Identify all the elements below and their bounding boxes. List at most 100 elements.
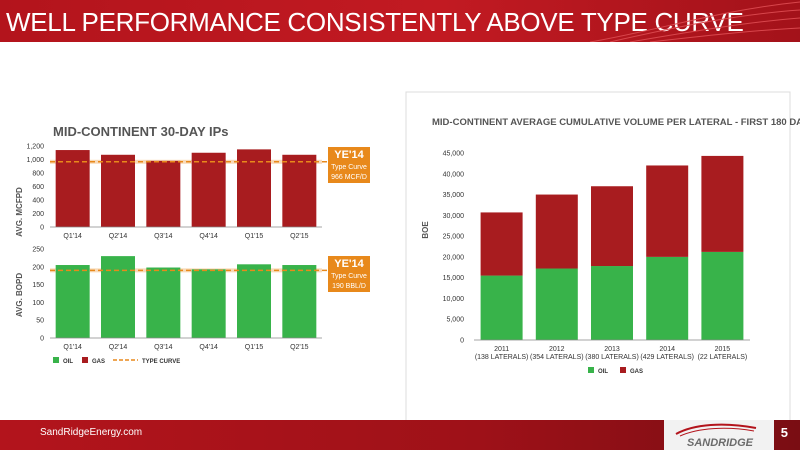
- cum-legend-oil-swatch: [588, 367, 594, 373]
- oil-y-tick-label: 150: [32, 282, 44, 289]
- gas-bar: [191, 152, 226, 227]
- cum-bar-oil: [646, 256, 689, 340]
- gas-callout-line1: Type Curve: [331, 164, 367, 171]
- cum-x-sublabel: (22 LATERALS): [698, 354, 748, 361]
- gas-bar: [101, 154, 135, 227]
- cum-x-sublabel: (429 LATERALS): [640, 354, 694, 361]
- footer-url[interactable]: SandRidgeEnergy.com: [40, 427, 143, 438]
- cum-y-tick-label: 15,000: [443, 275, 465, 282]
- slide-title: WELL PERFORMANCE CONSISTENTLY ABOVE TYPE…: [6, 7, 744, 37]
- cum-y-tick-label: 0: [460, 338, 464, 345]
- gas-callout-title: YE'14: [334, 149, 364, 161]
- cum-x-tick-label: 2011: [494, 346, 509, 353]
- oil-y-tick-label: 200: [32, 264, 44, 271]
- oil-x-tick-label: Q2'15: [290, 344, 309, 351]
- cum-y-tick-label: 35,000: [443, 192, 465, 199]
- gas-y-tick-label: 400: [32, 198, 44, 205]
- oil-y-tick-label: 250: [32, 247, 44, 254]
- logo-wordmark: SANDRIDGE: [687, 437, 754, 449]
- sandridge-logo: SANDRIDGE: [664, 420, 774, 450]
- oil-x-tick-label: Q4'14: [199, 344, 218, 351]
- cum-x-sublabel: (380 LATERALS): [585, 354, 639, 361]
- legend-gas-label: GAS: [92, 359, 105, 365]
- gas-x-tick-label: Q1'14: [63, 233, 82, 240]
- oil-x-ticks: Q1'14 Q2'14 Q3'14 Q4'14 Q1'15 Q2'15: [50, 337, 322, 351]
- oil-y-tick-label: 0: [40, 336, 44, 343]
- logo-swoosh-icon: [675, 423, 757, 435]
- header-decoration: [589, 1, 800, 42]
- cum-bar-oil: [591, 266, 633, 340]
- oil-callout-title: YE'14: [334, 258, 364, 270]
- oil-ip-chart: AVG. BOPD 0 50 100 150 200 250 Q1'14 Q2'14 Q3'1…: [15, 247, 370, 351]
- oil-x-tick-label: Q3'14: [154, 344, 173, 351]
- gas-y-tick-label: 200: [32, 211, 44, 218]
- cum-y-axis-label: BOE: [421, 221, 430, 239]
- oil-bars: [50, 256, 322, 338]
- gas-x-ticks: Q1'14 Q2'14 Q3'14 Q4'14 Q1'15 Q2'15: [50, 226, 322, 240]
- cum-legend-gas-swatch: [620, 367, 626, 373]
- cum-y-tick-label: 20,000: [443, 254, 465, 261]
- cumulative-chart-title: MID-CONTINENT AVERAGE CUMULATIVE VOLUME …: [432, 117, 800, 128]
- cum-x-tick-label: 2012: [549, 346, 565, 353]
- gas-y-tick-label: 800: [32, 171, 44, 178]
- oil-x-tick-label: Q2'14: [109, 344, 128, 351]
- legend-type-curve-label: TYPE CURVE: [142, 359, 180, 365]
- right-chart-panel: MID-CONTINENT AVERAGE CUMULATIVE VOLUME …: [405, 91, 800, 420]
- oil-x-tick-label: Q1'14: [63, 344, 82, 351]
- oil-y-tick-label: 50: [36, 318, 44, 325]
- gas-y-ticks: 0 200 400 600 800 1,000 1,200: [26, 144, 44, 232]
- legend-gas-swatch: [82, 357, 88, 363]
- oil-bar: [146, 267, 181, 338]
- gas-y-tick-label: 1,000: [26, 157, 44, 164]
- gas-bar: [282, 154, 317, 227]
- slide-header: WELL PERFORMANCE CONSISTENTLY ABOVE TYPE…: [0, 0, 800, 42]
- gas-x-tick-label: Q1'15: [245, 233, 264, 240]
- gas-bar: [237, 149, 271, 227]
- cum-bar-oil: [701, 251, 744, 340]
- gas-y-tick-label: 1,200: [26, 144, 44, 151]
- cum-bar-gas: [591, 186, 633, 267]
- gas-x-tick-label: Q2'15: [290, 233, 309, 240]
- gas-callout-line2: 966 MCF/D: [331, 174, 367, 181]
- cum-x-sublabel: (354 LATERALS): [530, 354, 584, 361]
- gas-callout: YE'14 Type Curve 966 MCF/D: [328, 147, 370, 183]
- oil-y-ticks: 0 50 100 150 200 250: [32, 247, 44, 343]
- gas-y-tick-label: 600: [32, 184, 44, 191]
- gas-y-tick-label: 0: [40, 225, 44, 232]
- right-chart-frame: [405, 91, 791, 420]
- cum-y-tick-label: 45,000: [443, 151, 465, 158]
- oil-bar: [191, 269, 226, 338]
- gas-bar: [146, 160, 181, 227]
- cum-bar-gas: [646, 165, 689, 257]
- cum-x-tick-label: 2013: [604, 346, 620, 353]
- cum-y-tick-label: 5,000: [446, 317, 464, 324]
- oil-callout: YE'14 Type Curve 190 BBL/D: [328, 256, 370, 292]
- oil-x-tick-label: Q1'15: [245, 344, 264, 351]
- cum-bars: [480, 155, 744, 340]
- gas-y-axis-label: AVG. MCFPD: [15, 187, 24, 237]
- cum-x-tick-label: 2014: [659, 346, 675, 353]
- gas-x-tick-label: Q4'14: [199, 233, 218, 240]
- cum-y-tick-label: 25,000: [443, 234, 465, 241]
- cum-legend-gas-label: GAS: [630, 369, 643, 375]
- cum-y-ticks: 0 5,000 10,000 15,000 20,000 25,000 30,000 35,0…: [443, 151, 465, 345]
- cum-y-tick-label: 30,000: [443, 213, 465, 220]
- ip-chart-title: MID-CONTINENT 30-DAY IPs: [53, 124, 229, 139]
- left-legend: OIL GAS TYPE CURVE: [53, 357, 180, 365]
- gas-callout-box: [328, 147, 370, 183]
- cum-legend-oil-label: OIL: [598, 369, 608, 375]
- gas-ip-chart: AVG. MCFPD 0 200 400 600 800 1,000 1,200 Q1'14…: [15, 144, 370, 240]
- oil-callout-box: [328, 256, 370, 292]
- oil-callout-line2: 190 BBL/D: [332, 283, 366, 290]
- oil-bar: [237, 264, 271, 338]
- oil-y-axis-label: AVG. BOPD: [15, 273, 24, 318]
- cum-bar-gas: [535, 194, 578, 269]
- oil-callout-line1: Type Curve: [331, 273, 367, 280]
- cum-y-tick-label: 40,000: [443, 171, 465, 178]
- left-chart-panel: MID-CONTINENT 30-DAY IPs AVG. MCFPD 0 200…: [15, 124, 370, 365]
- cum-y-tick-label: 10,000: [443, 296, 465, 303]
- cum-bar-gas: [701, 155, 744, 252]
- logo-swoosh-icon-2: [679, 427, 755, 437]
- gas-bars: [50, 149, 322, 227]
- legend-oil-swatch: [53, 357, 59, 363]
